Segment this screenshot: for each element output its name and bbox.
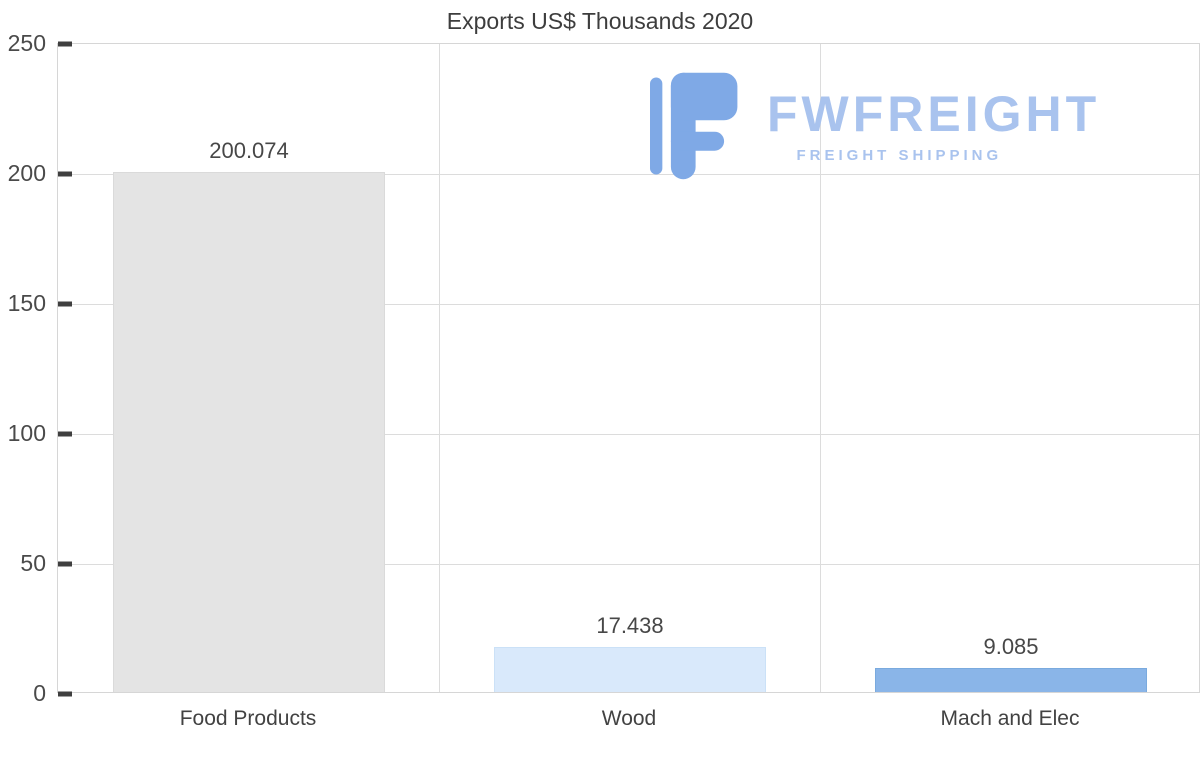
- y-axis-label-100: 100: [7, 420, 46, 446]
- y-tick-150: [58, 301, 72, 307]
- bar-mach-and-elec: [875, 668, 1147, 692]
- y-tick-0: [58, 691, 72, 697]
- gridline-y-150: [58, 304, 1199, 305]
- gridline-y-50: [58, 564, 1199, 565]
- x-axis-label-food-products: Food Products: [179, 707, 317, 730]
- y-axis-label-200: 200: [7, 160, 46, 186]
- x-axis-label-wood: Wood: [601, 707, 657, 730]
- y-tick-50: [58, 561, 72, 567]
- value-label-food-products: 200.074: [209, 137, 289, 163]
- fwfreight-logo-icon: [650, 72, 738, 180]
- bar-food-products: [113, 171, 385, 692]
- plot-area: FWFREIGHT FREIGHT SHIPPING 200.074 17.438…: [57, 41, 1200, 697]
- y-axis-label-150: 150: [7, 290, 46, 316]
- gridline-x-2: [820, 44, 821, 692]
- y-axis-label-250: 250: [7, 30, 46, 56]
- gridline-y-200: [58, 174, 1199, 175]
- gridline-x-1: [439, 44, 440, 692]
- y-axis-label-0: 0: [33, 680, 46, 706]
- bar-wood: [494, 646, 766, 692]
- x-axis-label-mach-and-elec: Mach and Elec: [940, 707, 1080, 730]
- brand-text-block: FWFREIGHT FREIGHT SHIPPING: [767, 89, 1100, 164]
- y-tick-250: [58, 41, 72, 47]
- gridline-y-100: [58, 434, 1199, 435]
- y-tick-200: [58, 171, 72, 177]
- value-label-wood: 17.438: [596, 612, 664, 638]
- y-tick-100: [58, 431, 72, 437]
- brand-name-text: FWFREIGHT: [767, 85, 1101, 142]
- value-label-mach-and-elec: 9.085: [983, 634, 1039, 660]
- brand-tagline-text: FREIGHT SHIPPING: [796, 146, 1003, 164]
- brand-watermark: FWFREIGHT FREIGHT SHIPPING: [650, 70, 1100, 182]
- chart-title: Exports US$ Thousands 2020: [446, 8, 754, 34]
- y-axis-label-50: 50: [20, 550, 46, 576]
